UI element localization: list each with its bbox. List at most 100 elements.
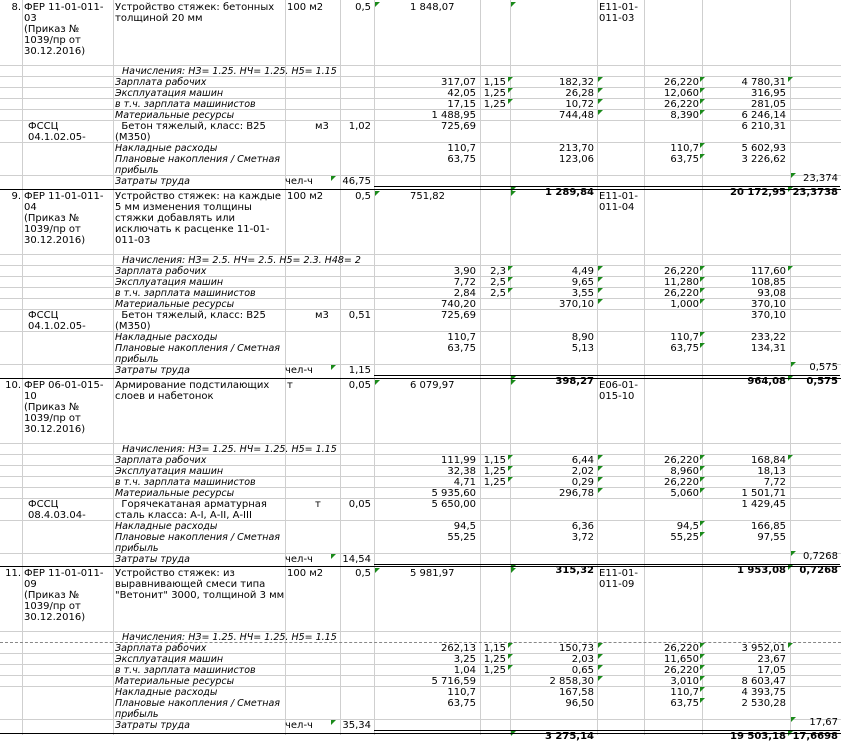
resource-label[interactable]: Материальные ресурсы [115, 676, 235, 687]
quantity[interactable]: 0,5 [355, 2, 371, 13]
profit-base[interactable]: 96,50 [565, 698, 594, 709]
resource-label[interactable]: Зарплата рабочих [115, 643, 207, 654]
base-value[interactable]: 4,71 [453, 477, 476, 488]
coefficient[interactable]: 1,15 [483, 77, 506, 88]
current-total[interactable]: 7,72 [763, 477, 786, 488]
material-code[interactable]: ФССЦ [28, 310, 59, 321]
base-total[interactable]: 0,29 [571, 477, 594, 488]
resource-label[interactable]: в т.ч. зарплата машинистов [115, 477, 256, 488]
current-total[interactable]: 4 780,31 [741, 77, 786, 88]
base-total[interactable]: 26,28 [565, 88, 594, 99]
base-total[interactable]: 296,78 [559, 488, 594, 499]
material-name[interactable]: (М350) [115, 321, 151, 332]
charges-note[interactable]: Начисления: НЗ= 1.25. НЧ= 1.25. Н5= 1.15 [122, 66, 337, 77]
labor-label[interactable]: Затраты труда [115, 365, 190, 376]
current-total[interactable]: 23,67 [757, 654, 786, 665]
current-total[interactable]: 370,10 [751, 299, 786, 310]
profit-base[interactable]: 3,72 [571, 532, 594, 543]
current-total[interactable]: 17,05 [757, 665, 786, 676]
material-price[interactable]: 725,69 [441, 310, 476, 321]
overhead-label[interactable]: Накладные расходы [115, 521, 218, 532]
coefficient[interactable]: 1,15 [483, 455, 506, 466]
current-total[interactable]: 168,84 [751, 455, 786, 466]
block-total-base[interactable]: 398,27 [555, 376, 594, 387]
item-number[interactable]: 9. [11, 191, 21, 202]
overhead-base[interactable]: 6,36 [571, 521, 594, 532]
rate-code[interactable]: 03 [24, 13, 37, 24]
labor-value[interactable]: 0,7268 [803, 551, 838, 562]
coefficient[interactable]: 1,25 [483, 99, 506, 110]
material-code[interactable]: 04.1.02.05- [28, 132, 86, 143]
overhead-base[interactable]: 213,70 [559, 143, 594, 154]
base-value[interactable]: 317,07 [441, 77, 476, 88]
profit-label[interactable]: прибыль [115, 354, 159, 365]
work-title[interactable]: "Ветонит" 3000, толщиной 3 мм [115, 590, 285, 601]
profit-base[interactable]: 5,13 [571, 343, 594, 354]
material-unit[interactable]: т [315, 499, 321, 510]
block-total-current[interactable]: 20 172,95 [730, 187, 786, 198]
unit[interactable]: т [287, 380, 293, 391]
labor-qty[interactable]: 1,15 [348, 365, 371, 376]
labor-qty[interactable]: 14,54 [342, 554, 371, 565]
index[interactable]: 26,220 [664, 288, 699, 299]
resource-label[interactable]: в т.ч. зарплата машинистов [115, 99, 256, 110]
overhead-current[interactable]: 4 393,75 [741, 687, 786, 698]
coefficient[interactable]: 1,25 [483, 88, 506, 99]
unit[interactable]: 100 м2 [287, 2, 324, 13]
material-name[interactable]: (М350) [115, 132, 151, 143]
material-unit[interactable]: м3 [315, 121, 329, 132]
rate-code[interactable]: (Приказ № [24, 590, 80, 601]
resource-label[interactable]: Эксплуатация машин [115, 654, 224, 665]
overhead-rate[interactable]: 110,7 [447, 687, 476, 698]
rate-code[interactable]: ФЕР 11-01-011- [24, 2, 104, 13]
index[interactable]: 26,220 [664, 665, 699, 676]
material-qty[interactable]: 0,05 [348, 499, 371, 510]
profit-rate[interactable]: 63,75 [447, 698, 476, 709]
material-qty[interactable]: 0,51 [348, 310, 371, 321]
profit-rate[interactable]: 55,25 [447, 532, 476, 543]
material-code[interactable]: 08.4.03.04- [28, 510, 86, 521]
work-title[interactable]: Устройство стяжек: из [115, 568, 235, 579]
ref-code[interactable]: Е11-01- [599, 568, 638, 579]
index[interactable]: 1,000 [670, 299, 699, 310]
profit-label[interactable]: Плановые накопления / Сметная [115, 343, 281, 354]
rate-code[interactable]: 04 [24, 202, 37, 213]
profit-label[interactable]: Плановые накопления / Сметная [115, 532, 281, 543]
rate-code[interactable]: 09 [24, 579, 37, 590]
base-value[interactable]: 5 716,59 [431, 676, 476, 687]
resource-label[interactable]: Материальные ресурсы [115, 299, 235, 310]
block-total-current[interactable]: 1 953,08 [736, 565, 786, 576]
charges-note[interactable]: Начисления: НЗ= 1.25. НЧ= 1.25. Н5= 1.15 [122, 632, 337, 643]
coefficient[interactable]: 1,15 [483, 643, 506, 654]
work-title[interactable]: 011-03 [115, 235, 151, 246]
resource-label[interactable]: в т.ч. зарплата машинистов [115, 288, 256, 299]
labor-label[interactable]: Затраты труда [115, 176, 190, 187]
rate-code[interactable]: 1039/пр от [24, 601, 81, 612]
resource-label[interactable]: Материальные ресурсы [115, 110, 235, 121]
resource-label[interactable]: Зарплата рабочих [115, 77, 207, 88]
labor-value[interactable]: 17,67 [809, 717, 838, 728]
profit-rate-current[interactable]: 63,75 [670, 698, 699, 709]
base-price[interactable]: 751,82 [410, 191, 445, 202]
base-total[interactable]: 3,55 [571, 288, 594, 299]
overhead-rate[interactable]: 110,7 [447, 332, 476, 343]
material-unit[interactable]: м3 [315, 310, 329, 321]
current-total[interactable]: 117,60 [751, 266, 786, 277]
overhead-current[interactable]: 166,85 [751, 521, 786, 532]
index[interactable]: 12,060 [664, 88, 699, 99]
base-value[interactable]: 7,72 [453, 277, 476, 288]
base-total[interactable]: 10,72 [565, 99, 594, 110]
overhead-label[interactable]: Накладные расходы [115, 687, 218, 698]
rate-code[interactable]: 30.12.2016) [24, 424, 86, 435]
base-value[interactable]: 17,15 [447, 99, 476, 110]
block-total-labor[interactable]: 23,3738 [792, 187, 838, 198]
resource-label[interactable]: Зарплата рабочих [115, 266, 207, 277]
base-value[interactable]: 5 935,60 [431, 488, 476, 499]
block-total-base[interactable]: 1 289,84 [544, 187, 594, 198]
material-name[interactable]: Бетон тяжелый, класс: В25 [115, 310, 266, 321]
work-title[interactable]: слоев и набетонок [115, 391, 214, 402]
work-title[interactable]: 5 мм изменения толщины [115, 202, 252, 213]
rate-code[interactable]: 1039/пр от [24, 224, 81, 235]
base-total[interactable]: 370,10 [559, 299, 594, 310]
ref-code[interactable]: 011-03 [599, 13, 635, 24]
